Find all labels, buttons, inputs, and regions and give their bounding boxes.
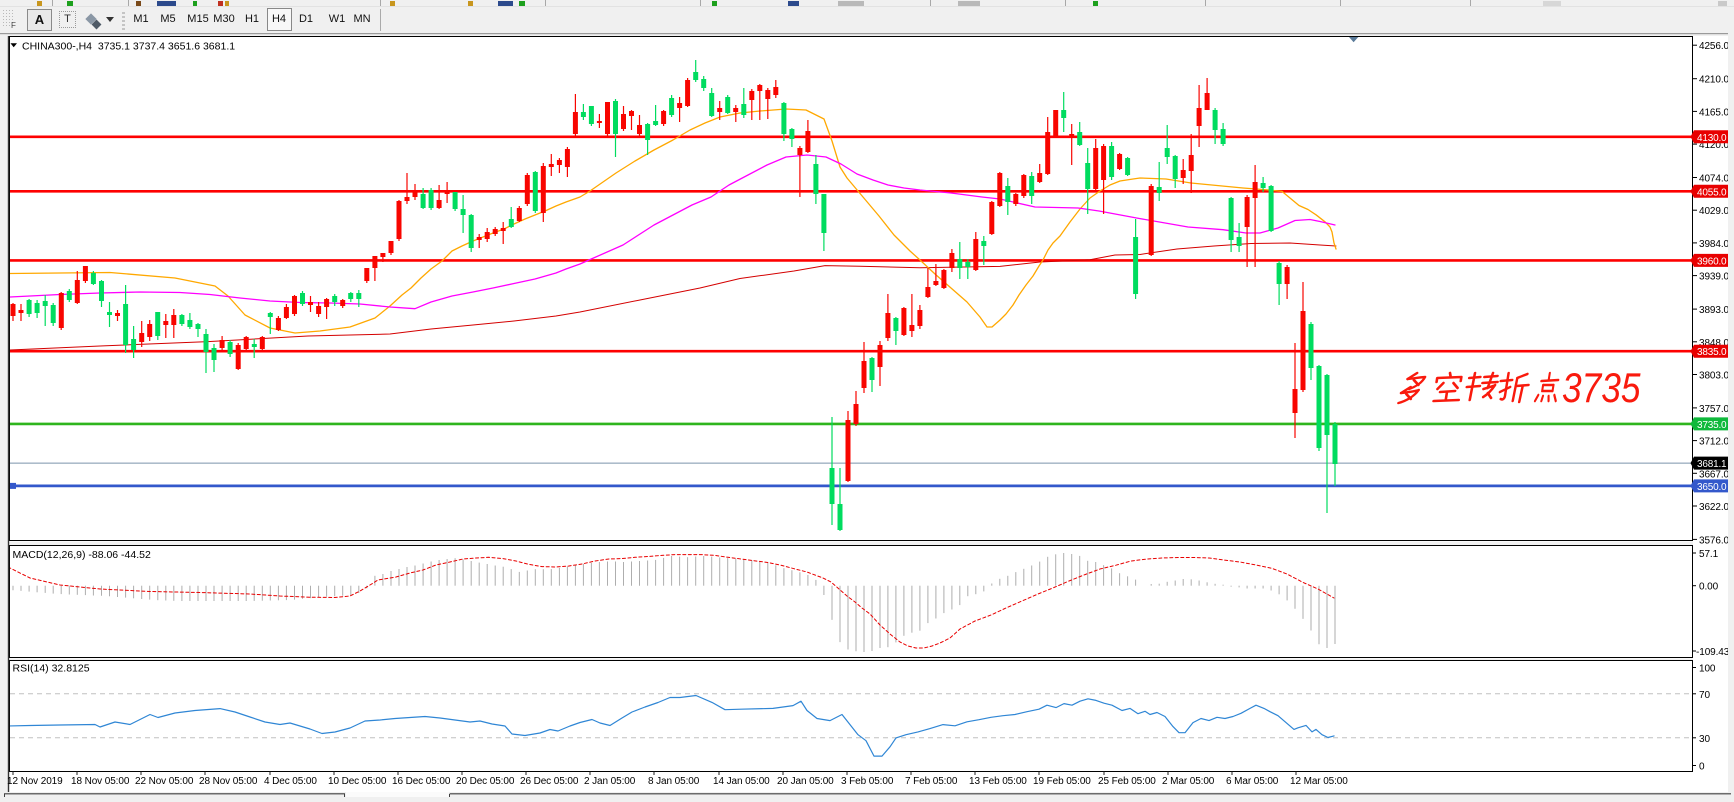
svg-text:2 Mar 05:00: 2 Mar 05:00 [1162,776,1215,787]
svg-text:13 Feb 05:00: 13 Feb 05:00 [969,776,1027,787]
svg-text:22 Nov 05:00: 22 Nov 05:00 [135,776,194,787]
svg-text:3835.0: 3835.0 [1697,347,1727,358]
svg-text:20 Jan 05:00: 20 Jan 05:00 [777,776,834,787]
svg-text:3735.0: 3735.0 [1697,420,1727,431]
svg-text:3650.0: 3650.0 [1697,482,1727,493]
svg-text:18 Nov 05:00: 18 Nov 05:00 [71,776,130,787]
svg-text:3681.1: 3681.1 [1697,459,1727,470]
svg-text:2 Jan 05:00: 2 Jan 05:00 [584,776,636,787]
svg-text:7 Feb 05:00: 7 Feb 05:00 [905,776,958,787]
svg-text:16 Dec 05:00: 16 Dec 05:00 [392,776,451,787]
svg-text:0.00: 0.00 [1699,582,1719,593]
svg-text:30: 30 [1699,734,1710,745]
svg-text:3960.0: 3960.0 [1697,256,1727,267]
svg-text:4165.0: 4165.0 [1699,107,1730,118]
svg-text:3848.0: 3848.0 [1699,338,1730,349]
svg-text:10 Dec 05:00: 10 Dec 05:00 [328,776,387,787]
svg-text:3757.0: 3757.0 [1699,404,1730,415]
svg-text:3622.0: 3622.0 [1699,502,1730,513]
svg-text:6 Mar 05:00: 6 Mar 05:00 [1226,776,1279,787]
svg-text:4210.0: 4210.0 [1699,75,1730,86]
svg-text:3893.0: 3893.0 [1699,305,1730,316]
svg-text:3803.0: 3803.0 [1699,371,1730,382]
svg-text:3735: 3735 [1562,365,1641,412]
svg-text:3712.0: 3712.0 [1699,437,1730,448]
svg-text:28 Nov 05:00: 28 Nov 05:00 [199,776,258,787]
svg-text:3984.0: 3984.0 [1699,239,1730,250]
svg-text:4120.0: 4120.0 [1699,140,1730,151]
svg-text:4256.0: 4256.0 [1699,41,1730,52]
svg-text:19 Feb 05:00: 19 Feb 05:00 [1033,776,1091,787]
svg-text:3667.0: 3667.0 [1699,469,1730,480]
svg-text:0: 0 [1699,762,1705,773]
svg-text:26 Dec 05:00: 26 Dec 05:00 [520,776,579,787]
svg-text:25 Feb 05:00: 25 Feb 05:00 [1098,776,1156,787]
svg-text:100: 100 [1699,664,1716,675]
svg-text:3939.0: 3939.0 [1699,272,1730,283]
svg-text:70: 70 [1699,690,1710,701]
svg-text:4 Dec 05:00: 4 Dec 05:00 [264,776,317,787]
svg-text:4130.0: 4130.0 [1697,133,1727,144]
svg-text:RSI(14) 32.8125: RSI(14) 32.8125 [13,663,90,675]
svg-text:14 Jan 05:00: 14 Jan 05:00 [713,776,770,787]
svg-text:12 Nov 2019: 12 Nov 2019 [7,776,63,787]
svg-text:12 Mar 05:00: 12 Mar 05:00 [1290,776,1348,787]
svg-text:8 Jan 05:00: 8 Jan 05:00 [648,776,700,787]
svg-text:CHINA300-,H4 3735.1 3737.4 36: CHINA300-,H4 3735.1 3737.4 3651.6 3681.1 [22,41,235,53]
svg-text:MACD(12,26,9) -88.06 -44.52: MACD(12,26,9) -88.06 -44.52 [13,549,151,561]
svg-text:4029.0: 4029.0 [1699,206,1730,217]
svg-text:3576.0: 3576.0 [1699,535,1730,546]
svg-text:4055.0: 4055.0 [1697,187,1727,198]
svg-text:4074.0: 4074.0 [1699,174,1730,185]
svg-text:20 Dec 05:00: 20 Dec 05:00 [456,776,515,787]
svg-text:3 Feb 05:00: 3 Feb 05:00 [841,776,894,787]
svg-text:57.1: 57.1 [1699,549,1719,560]
svg-text:-109.43: -109.43 [1696,647,1730,658]
